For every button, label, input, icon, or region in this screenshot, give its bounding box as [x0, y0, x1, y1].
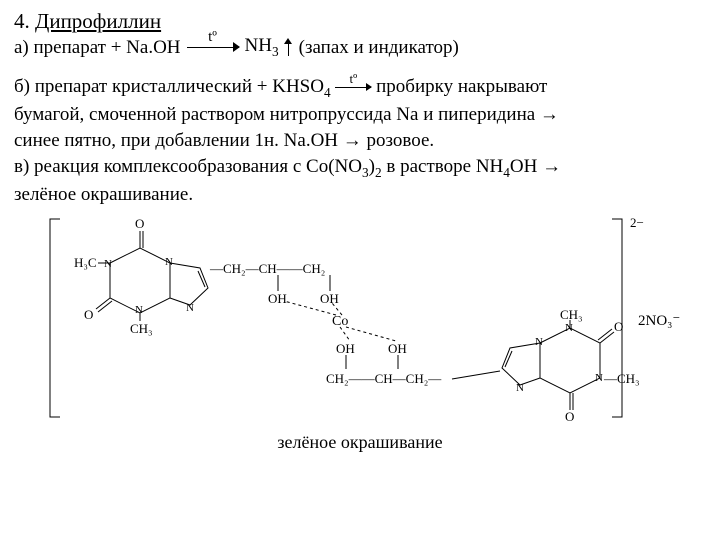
- reaction-b-line3: синее пятно, при добавлении 1н. Na.ОН → …: [14, 129, 706, 153]
- svg-text:CH₃: CH₃: [560, 307, 583, 322]
- svg-text:OH: OH: [320, 291, 339, 306]
- svg-text:O: O: [614, 319, 623, 334]
- counterion-label: 2NO₃⁻: [638, 313, 680, 329]
- svg-text:Co: Co: [332, 314, 348, 329]
- arrow-label: tº: [208, 28, 217, 47]
- svg-text:N: N: [165, 256, 173, 268]
- svg-text:—CH₂—CH——CH₂: —CH₂—CH——CH₂: [209, 261, 325, 276]
- svg-text:N: N: [565, 322, 573, 334]
- gas-arrow-icon: [285, 38, 293, 56]
- complex-diagram: 2− 2NO₃⁻ O O H₃C CH₃ N N N N —CH₂—CH——CH…: [14, 213, 706, 430]
- svg-text:H₃C: H₃C: [74, 255, 97, 270]
- svg-text:N: N: [595, 372, 603, 384]
- svg-text:O: O: [565, 409, 574, 423]
- arrow-icon: tº: [335, 82, 371, 92]
- svg-text:N: N: [104, 258, 112, 270]
- svg-text:CH₃: CH₃: [130, 321, 153, 336]
- reaction-a-note: (запах и индикатор): [299, 36, 459, 60]
- svg-text:N: N: [135, 304, 143, 316]
- diagram-caption: зелёное окрашивание: [14, 431, 706, 454]
- svg-text:N: N: [186, 302, 194, 314]
- svg-text:—CH₃: —CH₃: [603, 371, 640, 386]
- svg-text:OH: OH: [388, 341, 407, 356]
- reaction-a-reagents: а) препарат + Na.ОН: [14, 36, 181, 60]
- svg-text:OH: OH: [268, 291, 287, 306]
- item-number: 4.: [14, 9, 30, 33]
- svg-text:OH: OH: [336, 341, 355, 356]
- svg-text:N: N: [516, 382, 524, 394]
- reaction-b-line2: бумагой, смоченной раствором нитропрусси…: [14, 103, 706, 127]
- svg-text:N: N: [535, 336, 543, 348]
- svg-text:CH₂——CH—CH₂—: CH₂——CH—CH₂—: [326, 371, 442, 386]
- compound-name: Дипрофиллин: [35, 9, 161, 33]
- svg-text:O: O: [84, 307, 93, 322]
- charge-label: 2−: [630, 215, 644, 230]
- reaction-a: а) препарат + Na.ОН tº NH3 (запах и инди…: [14, 34, 706, 60]
- arrow-icon: tº: [187, 40, 239, 54]
- reaction-c-line2: зелёное окрашивание.: [14, 183, 706, 207]
- reaction-b-line1: б) препарат кристаллический + KHSO4 tº п…: [14, 75, 706, 101]
- svg-text:O: O: [135, 216, 144, 231]
- reaction-c-line1: в) реакция комплексообразования с Со(NO3…: [14, 155, 706, 181]
- reaction-a-product: NH3: [245, 34, 279, 60]
- structure-svg: 2− 2NO₃⁻ O O H₃C CH₃ N N N N —CH₂—CH——CH…: [40, 213, 680, 423]
- section-title: 4. Дипрофиллин: [14, 8, 706, 34]
